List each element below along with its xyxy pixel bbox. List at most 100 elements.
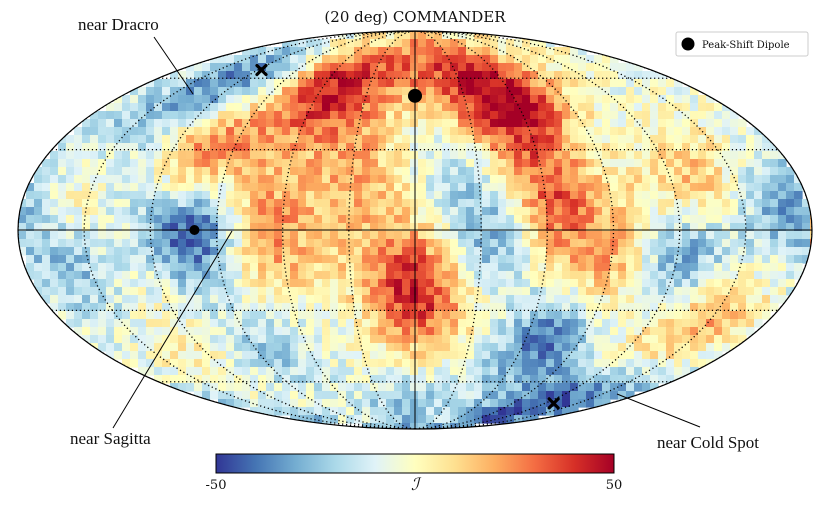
map-cell	[450, 135, 459, 144]
map-cell	[706, 175, 715, 184]
map-cell	[298, 111, 307, 120]
map-cell	[730, 127, 739, 136]
map-cell	[698, 319, 707, 328]
map-cell	[90, 127, 99, 136]
map-cell	[58, 183, 67, 192]
map-cell	[522, 175, 531, 184]
map-cell	[706, 311, 715, 320]
map-cell	[346, 375, 355, 384]
map-cell	[234, 71, 243, 80]
map-cell	[370, 311, 379, 320]
map-cell	[506, 263, 515, 272]
map-cell	[410, 303, 419, 312]
map-cell	[538, 215, 547, 224]
map-cell	[546, 391, 555, 400]
map-cell	[474, 39, 483, 48]
map-cell	[770, 223, 779, 232]
map-cell	[610, 367, 619, 376]
map-cell	[386, 39, 395, 48]
map-cell	[466, 359, 475, 368]
map-cell	[354, 319, 363, 328]
map-cell	[226, 223, 235, 232]
map-cell	[146, 151, 155, 160]
map-cell	[266, 303, 275, 312]
map-cell	[522, 399, 531, 408]
map-cell	[362, 399, 371, 408]
map-cell	[642, 71, 651, 80]
map-cell	[378, 191, 387, 200]
map-cell	[450, 399, 459, 408]
map-cell	[386, 415, 395, 424]
map-cell	[466, 319, 475, 328]
map-cell	[58, 151, 67, 160]
map-cell	[402, 423, 411, 429]
map-cell	[418, 375, 427, 384]
map-cell	[146, 95, 155, 104]
map-cell	[402, 399, 411, 408]
map-cell	[466, 343, 475, 352]
map-cell	[274, 103, 283, 112]
map-cell	[210, 79, 219, 88]
map-cell	[474, 359, 483, 368]
map-cell	[610, 143, 619, 152]
map-cell	[458, 263, 467, 272]
map-cell	[410, 383, 419, 392]
map-cell	[738, 143, 747, 152]
map-cell	[394, 175, 403, 184]
map-cell	[146, 295, 155, 304]
map-cell	[602, 111, 611, 120]
map-cell	[418, 103, 427, 112]
map-cell	[210, 263, 219, 272]
map-cell	[98, 279, 107, 288]
map-cell	[242, 359, 251, 368]
map-cell	[306, 207, 315, 216]
map-cell	[554, 263, 563, 272]
map-cell	[274, 303, 283, 312]
map-cell	[330, 95, 339, 104]
map-cell	[602, 127, 611, 136]
map-cell	[546, 175, 555, 184]
map-cell	[498, 103, 507, 112]
map-cell	[682, 327, 691, 336]
map-cell	[626, 127, 635, 136]
map-cell	[650, 135, 659, 144]
map-cell	[746, 271, 755, 280]
map-cell	[346, 207, 355, 216]
map-cell	[170, 175, 179, 184]
map-cell	[722, 143, 731, 152]
map-cell	[690, 247, 699, 256]
map-cell	[370, 175, 379, 184]
annotation-sagitta-line	[112, 230, 233, 429]
map-cell	[338, 103, 347, 112]
map-cell	[658, 71, 667, 80]
map-cell	[66, 247, 75, 256]
map-cell	[338, 287, 347, 296]
map-cell	[154, 295, 163, 304]
map-cell	[794, 263, 803, 272]
map-cell	[210, 143, 219, 152]
map-cell	[706, 239, 715, 248]
map-cell	[562, 407, 571, 416]
map-cell	[314, 143, 323, 152]
map-cell	[114, 151, 123, 160]
map-cell	[90, 255, 99, 264]
map-cell	[258, 135, 267, 144]
map-cell	[594, 175, 603, 184]
map-cell	[674, 231, 683, 240]
map-cell	[634, 127, 643, 136]
map-cell	[434, 191, 443, 200]
map-cell	[634, 343, 643, 352]
map-cell	[178, 351, 187, 360]
map-cell	[290, 399, 299, 408]
map-cell	[594, 287, 603, 296]
map-cell	[90, 239, 99, 248]
map-cell	[514, 287, 523, 296]
map-cell	[426, 47, 435, 56]
map-cell	[394, 183, 403, 192]
map-cell	[266, 183, 275, 192]
map-cell	[578, 319, 587, 328]
map-cell	[250, 55, 259, 64]
map-cell	[90, 223, 99, 232]
map-cell	[338, 55, 347, 64]
map-cell	[570, 407, 579, 416]
